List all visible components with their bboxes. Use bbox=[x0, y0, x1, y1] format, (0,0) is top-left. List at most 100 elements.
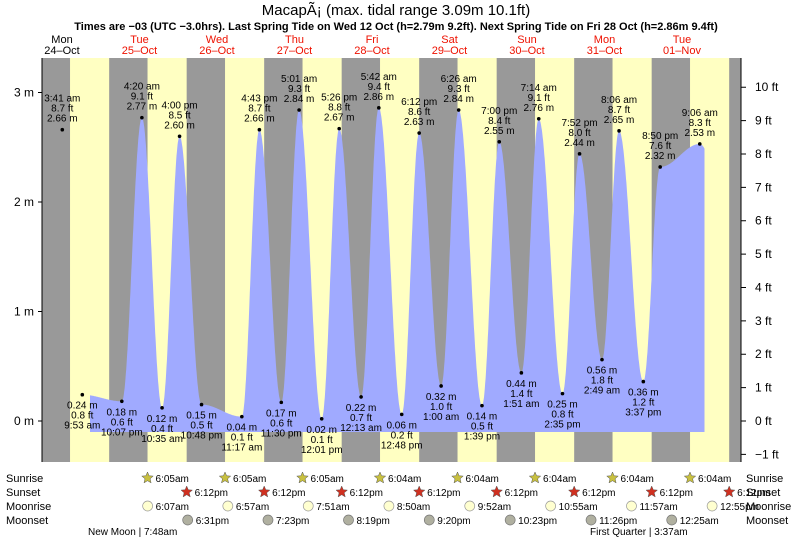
moonrise-icon bbox=[383, 500, 395, 512]
tide-extreme-dot bbox=[417, 131, 421, 135]
moonrise-icon bbox=[222, 500, 234, 512]
moonrise-time: 6:07am bbox=[156, 502, 189, 513]
sun-moon-rows: Sunrise Sunset Moonrise Moonset Sunrise … bbox=[6, 471, 791, 538]
sunrise-icon bbox=[451, 471, 464, 484]
tide-extreme-dot bbox=[617, 129, 621, 133]
y-tick-label-right: 4 ft bbox=[755, 280, 772, 294]
moonrise-icon bbox=[545, 500, 556, 512]
day-header-date: 26–Oct bbox=[199, 45, 234, 57]
day-header-date: 29–Oct bbox=[432, 45, 467, 57]
sunrise-time: 6:04am bbox=[698, 474, 731, 485]
day-header-date: 28–Oct bbox=[354, 45, 389, 57]
sunrise-icon bbox=[683, 471, 697, 484]
tide-low-label: 0.6 ft bbox=[111, 417, 133, 428]
tide-high-label: 2.60 m bbox=[164, 120, 195, 131]
sunset-time: 6:12pm bbox=[582, 488, 615, 499]
moonrise-time: 11:57am bbox=[639, 502, 677, 513]
sunset-icon bbox=[412, 485, 426, 498]
tide-high-label: 8:50 pm bbox=[642, 131, 678, 142]
y-tick-label-right: 0 ft bbox=[755, 414, 772, 428]
tide-low-label: 0.17 m bbox=[266, 408, 297, 419]
y-tick-label-right: 8 ft bbox=[755, 147, 772, 161]
tide-low-label: 11:17 am bbox=[221, 443, 262, 454]
tide-low-label: 0.5 ft bbox=[471, 422, 493, 433]
moonrise-time: 9:52am bbox=[478, 502, 511, 513]
sunset-time: 6:12pm bbox=[427, 488, 460, 499]
sunset-icon bbox=[180, 485, 194, 498]
tide-low-label: 1.4 ft bbox=[510, 389, 532, 400]
tide-low-label: 1.2 ft bbox=[632, 398, 654, 409]
day-header-dow: Sat bbox=[441, 34, 458, 46]
tide-low-label: 10:35 am bbox=[141, 434, 183, 445]
moonset-time: 10:23pm bbox=[518, 516, 557, 527]
row-label-moonrise-right: Moonrise bbox=[746, 501, 791, 513]
tide-high-label: 9.1 ft bbox=[131, 92, 153, 103]
moonset-icon bbox=[262, 514, 274, 526]
tide-high-label: 4:20 am bbox=[124, 82, 160, 93]
tide-low-label: 0.12 m bbox=[147, 414, 178, 425]
sunset-icon bbox=[257, 485, 271, 498]
sunset-icon bbox=[722, 485, 736, 498]
tide-low-label: 10:48 pm bbox=[181, 431, 223, 442]
tide-extreme-dot bbox=[359, 395, 363, 399]
tide-high-label: 5:01 am bbox=[281, 74, 317, 85]
row-label-moonset-right: Moonset bbox=[746, 515, 788, 527]
sunset-icon bbox=[567, 485, 581, 498]
tide-low-label: 12:01 pm bbox=[301, 445, 343, 456]
tide-low-label: 0.2 ft bbox=[391, 430, 413, 441]
y-axis-feet: −1 ft 0 ft 1 ft 2 ft 3 ft 4 ft 5 ft 6 ft 7 ft 8 f… bbox=[740, 58, 779, 462]
tide-extreme-dot bbox=[120, 399, 124, 404]
tide-low-label: 1.8 ft bbox=[591, 376, 613, 387]
tide-low-label: 0.24 m bbox=[67, 401, 98, 412]
moonrise-time: 7:51am bbox=[316, 502, 349, 513]
row-label-moonrise-left: Moonrise bbox=[6, 501, 51, 513]
tide-extreme-dot bbox=[160, 406, 164, 410]
tide-low-label: 0.8 ft bbox=[551, 410, 573, 421]
tide-low-label: 1:00 am bbox=[423, 412, 459, 423]
tide-low-label: 9:53 am bbox=[64, 421, 100, 432]
tide-curve bbox=[90, 107, 705, 432]
moonrise-time: 6:57am bbox=[236, 502, 269, 513]
day-header-dow: Tue bbox=[130, 34, 149, 46]
moonrise-icon bbox=[464, 500, 476, 512]
row-label-sunset-left: Sunset bbox=[6, 487, 40, 499]
daylight-band bbox=[70, 58, 110, 462]
sunrise-icon bbox=[528, 471, 542, 484]
day-header-dow: Tue bbox=[673, 34, 692, 46]
tide-extreme-dot bbox=[279, 400, 284, 405]
y-tick-label-right: −1 ft bbox=[755, 447, 779, 461]
tide-extreme-dot bbox=[439, 384, 443, 388]
y-tick-label-right: 10 ft bbox=[755, 80, 779, 94]
tide-low-label: 3:37 pm bbox=[625, 408, 661, 419]
tide-high-label: 8.7 ft bbox=[248, 104, 270, 115]
tide-high-label: 8.7 ft bbox=[608, 105, 630, 116]
moonset-icon bbox=[585, 514, 597, 526]
tide-high-label: 9.3 ft bbox=[288, 84, 310, 95]
tide-high-label: 7.6 ft bbox=[649, 141, 671, 152]
tide-extreme-dot bbox=[697, 142, 702, 146]
tide-low-label: 0.36 m bbox=[628, 388, 659, 399]
moonrise-icon bbox=[706, 500, 718, 512]
tide-extreme-dot bbox=[319, 417, 324, 421]
moonrise-time: 8:50am bbox=[397, 502, 430, 513]
tide-extreme-dot bbox=[560, 391, 565, 396]
sunrise-time: 6:05am bbox=[311, 474, 344, 485]
y-tick-label-left: 3 m bbox=[14, 86, 34, 100]
tide-high-label: 5:26 pm bbox=[321, 93, 357, 104]
sunrise-time: 6:04am bbox=[543, 474, 576, 485]
day-header-dow: Wed bbox=[206, 34, 228, 46]
moonset-icon bbox=[504, 514, 516, 526]
moonrise-icon bbox=[142, 500, 153, 512]
tide-high-label: 2.63 m bbox=[404, 117, 435, 128]
tide-high-label: 2.77 m bbox=[127, 102, 158, 113]
day-header-dow: Mon bbox=[594, 34, 615, 46]
day-header-date: 01–Nov bbox=[663, 45, 701, 57]
tide-low-label: 1:51 am bbox=[503, 399, 539, 410]
sunset-icon bbox=[335, 485, 349, 498]
y-tick-label-left: 1 m bbox=[14, 305, 34, 319]
tide-extreme-dot bbox=[140, 115, 144, 120]
tide-high-label: 9:06 am bbox=[682, 108, 718, 119]
day-header-date: 25–Oct bbox=[122, 45, 157, 57]
sunset-time: 6:12pm bbox=[195, 488, 228, 499]
tide-low-label: 2:35 pm bbox=[544, 420, 580, 431]
